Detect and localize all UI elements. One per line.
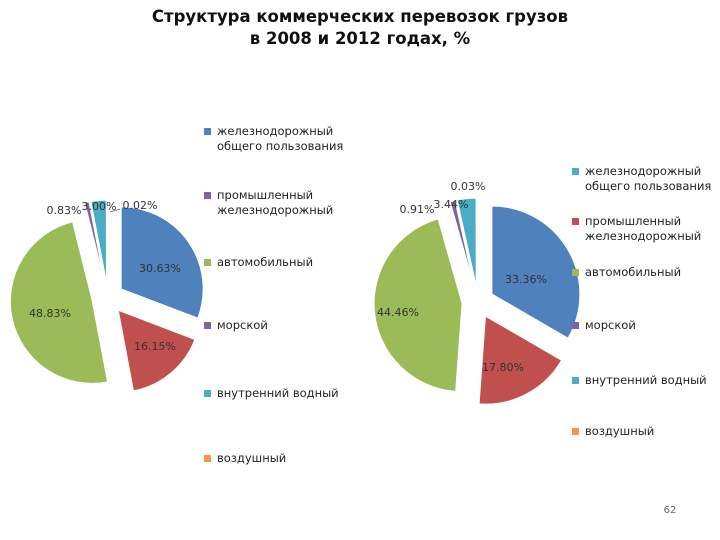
legend-label-line: внутренний водный: [217, 386, 339, 400]
legend-label-line: автомобильный: [217, 255, 314, 269]
legend-label-line: железнодорожный: [217, 203, 334, 217]
legend-label-line: морской: [585, 318, 636, 332]
pie-2-slice-2: [478, 315, 563, 405]
legend-label: автомобильный: [585, 265, 681, 280]
legend-label: морской: [217, 318, 268, 333]
legend-1-item-6: воздушный: [204, 451, 286, 466]
pie-1-slice-4: [84, 201, 106, 283]
legend-swatch: [572, 322, 579, 329]
pie-2-data-label-3: 44.46%: [377, 306, 419, 319]
pie-2-slice-1: [491, 205, 581, 339]
legend-swatch: [572, 377, 579, 384]
chart-title-line-2: в 2008 и 2012 годах, %: [249, 29, 471, 48]
legend-1-item-2: промышленный железнодорожный: [204, 188, 333, 218]
legend-label-line: воздушный: [585, 424, 655, 438]
pie-1-slice-5: [90, 199, 107, 283]
legend-swatch: [572, 428, 579, 435]
pie-2-data-label-1: 33.36%: [505, 273, 547, 286]
legend-swatch: [204, 192, 211, 199]
legend-label-line: железнодорожный: [217, 124, 334, 138]
legend-1-item-5: внутренний водный: [204, 386, 339, 401]
pie-1-slice-2: [117, 309, 196, 392]
legend-label: автомобильный: [217, 255, 313, 270]
legend-label: морской: [585, 318, 636, 333]
legend-1-item-1: железнодорожный общего пользования: [204, 124, 343, 154]
pie-1-data-label-4: 0.83%: [47, 204, 82, 217]
legend-label-line: морской: [217, 318, 268, 332]
legend-label-line: общего пользования: [217, 139, 344, 153]
legend-swatch: [572, 168, 579, 175]
legend-label: внутренний водный: [585, 373, 707, 388]
legend-label-line: автомобильный: [585, 265, 682, 279]
legend-2-item-3: автомобильный: [572, 265, 681, 280]
pie-1: 30.63% 16.15% 48.83% 0.83% 3.00% 0.02%: [9, 199, 204, 392]
pie-2-data-label-4: 0.91%: [400, 203, 435, 216]
legend-2-item-1: железнодорожный общего пользования: [572, 164, 711, 194]
legend-2-item-6: воздушный: [572, 424, 654, 439]
pie-1-data-label-6: 0.02%: [123, 199, 158, 212]
legend-swatch: [204, 322, 211, 329]
pie-2: 33.36% 17.80% 44.46% 0.91% 3.44% 0.03%: [373, 180, 581, 405]
pie-2-slice-4: [449, 199, 475, 287]
legend-label-line: железнодорожный: [585, 164, 702, 178]
pie-2-data-label-6: 0.03%: [451, 180, 486, 193]
legend-label: промышленный железнодорожный: [585, 214, 701, 244]
legend-label: воздушный: [217, 451, 286, 466]
pie-1-data-label-2: 16.15%: [134, 340, 176, 353]
legend-label-line: промышленный: [217, 188, 314, 202]
legend-swatch: [204, 128, 211, 135]
legend-label-line: промышленный: [585, 214, 682, 228]
page-number: 62: [663, 505, 677, 516]
legend-2-item-4: морской: [572, 318, 636, 333]
pie-1-slice-1: [120, 206, 204, 319]
legend-swatch: [572, 218, 579, 225]
pie-2-slice-5: [456, 197, 477, 287]
pie-2-data-label-2: 17.80%: [482, 361, 524, 374]
legend-swatch: [572, 269, 579, 276]
legend-1-item-3: автомобильный: [204, 255, 313, 270]
pie-1-data-label-3: 48.83%: [29, 307, 71, 320]
legend-label-line: воздушный: [217, 451, 287, 465]
legend-1-item-4: морской: [204, 318, 268, 333]
legend-label-line: внутренний водный: [585, 373, 707, 387]
legend-swatch: [204, 455, 211, 462]
chart-title-line-1: Структура коммерческих перевозок грузов: [151, 7, 569, 26]
pie-1-slice-3: [9, 221, 109, 384]
pie-1-data-label-5: 3.00%: [82, 200, 117, 213]
legend-label: внутренний водный: [217, 386, 339, 401]
legend-label-line: общего пользования: [585, 179, 712, 193]
pie-1-leader-line: [109, 208, 121, 213]
legend-swatch: [204, 390, 211, 397]
pie-2-slice-3: [373, 218, 463, 392]
legend-label: железнодорожный общего пользования: [217, 124, 343, 154]
legend-label: промышленный железнодорожный: [217, 188, 333, 218]
pie-2-data-label-5: 3.44%: [434, 198, 469, 211]
chart-title: Структура коммерческих перевозок грузов …: [100, 6, 620, 50]
legend-label-line: железнодорожный: [585, 229, 702, 243]
legend-label: железнодорожный общего пользования: [585, 164, 711, 194]
legend-label: воздушный: [585, 424, 654, 439]
legend-2-item-2: промышленный железнодорожный: [572, 214, 701, 244]
legend-swatch: [204, 259, 211, 266]
legend-2-item-5: внутренний водный: [572, 373, 707, 388]
pie-1-data-label-1: 30.63%: [139, 262, 181, 275]
